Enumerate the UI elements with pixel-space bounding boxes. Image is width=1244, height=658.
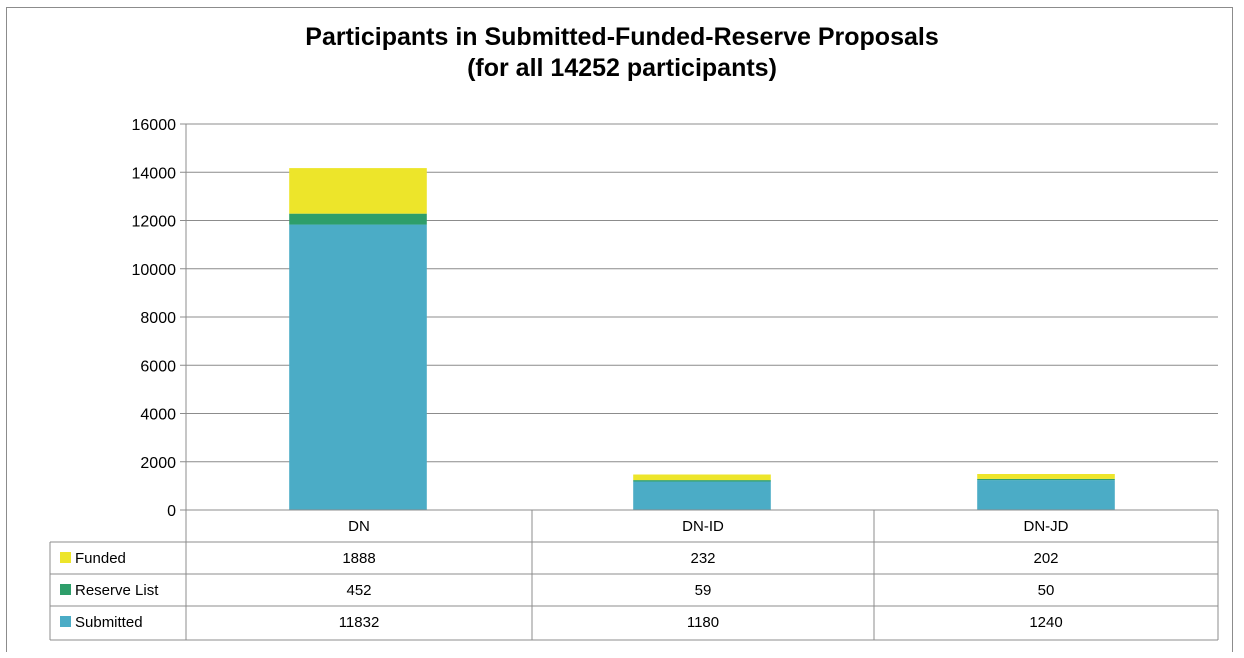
- legend-label: Reserve List: [75, 582, 159, 599]
- y-tick-label: 10000: [132, 262, 177, 279]
- y-tick-label: 4000: [140, 407, 176, 424]
- x-tick-label: DN-ID: [682, 518, 724, 535]
- data-label: 59: [695, 582, 712, 599]
- chart-frame: [6, 7, 1233, 652]
- bar-submitted: [633, 481, 771, 510]
- chart-title-block: Participants in Submitted-Funded-Reserve…: [0, 22, 1244, 84]
- x-tick-label: DN: [348, 518, 370, 535]
- y-tick-label: 16000: [132, 117, 177, 134]
- legend-label: Funded: [75, 550, 126, 567]
- data-table: DN DN-ID DN-JD Funded 1888 232 202 Reserve List…: [49, 509, 1219, 641]
- chart-subtitle: (for all 14252 participants): [467, 54, 777, 82]
- data-label: 232: [690, 550, 715, 567]
- legend-swatch: [60, 584, 71, 595]
- y-axis-ticks: 0 2000 4000 6000 8000 10000 12000 14000 16000: [132, 117, 177, 520]
- bar-submitted: [977, 480, 1115, 510]
- bars: [289, 168, 1115, 511]
- data-label: 1240: [1029, 614, 1062, 631]
- bar-funded: [977, 474, 1115, 479]
- x-tick-label: DN-JD: [1024, 518, 1069, 535]
- bar-funded: [289, 168, 427, 214]
- legend-label: Submitted: [75, 614, 143, 631]
- legend-swatch: [60, 552, 71, 563]
- data-label: 1888: [342, 550, 375, 567]
- y-tick-label: 2000: [140, 455, 176, 472]
- bar-reserve-list: [633, 480, 771, 482]
- bar-funded: [633, 474, 771, 481]
- bar-reserve-list: [289, 213, 427, 225]
- y-tick-label: 14000: [132, 165, 177, 182]
- y-tick-label: 8000: [140, 310, 176, 327]
- data-label: 1180: [687, 614, 719, 631]
- y-tick-label: 6000: [140, 358, 176, 375]
- chart-title: Participants in Submitted-Funded-Reserve…: [305, 23, 939, 51]
- bar-submitted: [289, 224, 427, 511]
- data-label: 50: [1038, 582, 1055, 599]
- data-label: 452: [346, 582, 371, 599]
- data-label: 202: [1033, 550, 1058, 567]
- bar-reserve-list: [977, 478, 1115, 481]
- data-label: 11832: [339, 614, 380, 631]
- y-tick-label: 12000: [132, 214, 177, 231]
- legend-swatch: [60, 616, 71, 627]
- y-tick-label: 0: [167, 503, 176, 520]
